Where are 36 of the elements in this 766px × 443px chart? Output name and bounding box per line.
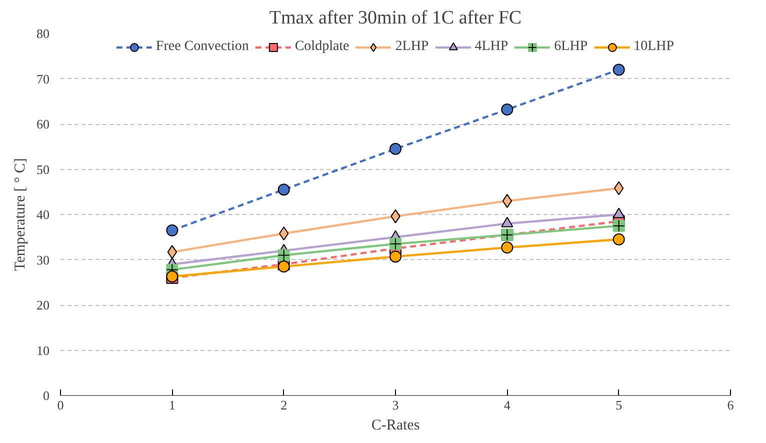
y-tick-label: 80 — [36, 26, 50, 41]
point — [501, 104, 514, 116]
y-tick-label: 40 — [36, 207, 50, 222]
y-tick-label: 50 — [36, 162, 50, 177]
x-tick-label: 3 — [392, 398, 399, 412]
y-tick-label: 20 — [36, 298, 50, 312]
x-tick-label: 2 — [280, 398, 288, 412]
y-tick-label: 10 — [36, 342, 50, 358]
legend-label: 2LHP — [395, 39, 429, 55]
point — [390, 142, 402, 155]
point — [390, 250, 402, 263]
point — [612, 208, 625, 218]
legend-label: Free Convection — [156, 39, 249, 55]
x-tick-label: 0 — [57, 398, 64, 412]
legend-label: 4LHP — [474, 39, 508, 55]
x-tick-label: 1 — [168, 398, 176, 412]
x-tick-label: 5 — [616, 398, 622, 412]
x-axis-title: C-Rates — [371, 418, 420, 434]
point — [278, 184, 290, 196]
y-tick-label: 0 — [43, 388, 50, 403]
point — [166, 224, 178, 236]
y-tick-label: 60 — [36, 116, 50, 132]
legend-label: 10LHP — [634, 39, 674, 55]
x-tick-label: 4 — [504, 398, 511, 412]
point — [501, 242, 514, 254]
point — [612, 233, 625, 246]
point — [278, 260, 290, 273]
legend-label: Coldplate — [294, 39, 350, 55]
point — [612, 64, 625, 76]
chart-title: Tmax after 30min of 1C after FC — [269, 8, 522, 28]
x-tick-label: 6 — [727, 398, 734, 412]
y-tick-label: 70 — [36, 71, 50, 86]
point — [501, 216, 514, 228]
y-tick-label: 30 — [36, 252, 50, 268]
y-axis-title: Temperature [ ° C] — [12, 158, 28, 271]
legend-label: 6LHP — [554, 39, 588, 55]
